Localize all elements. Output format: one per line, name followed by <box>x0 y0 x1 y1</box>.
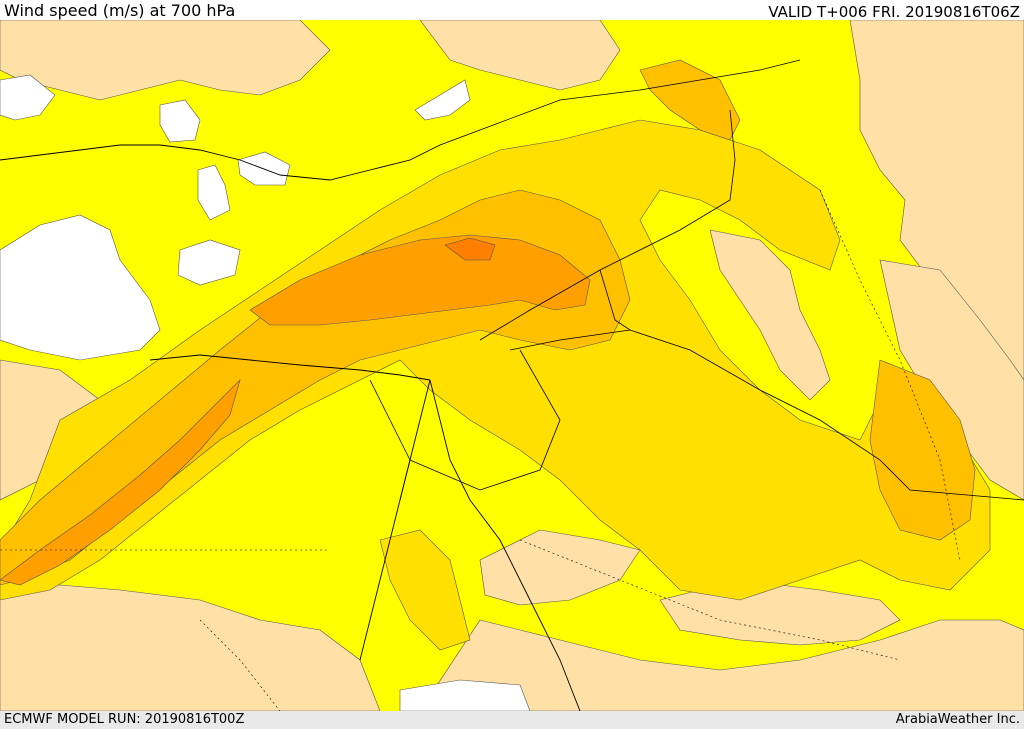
very-strong-wind-areas <box>0 234 591 586</box>
valid-time: VALID T+006 FRI. 20190816T06Z <box>768 3 1020 21</box>
model-run: ECMWF MODEL RUN: 20190816T00Z <box>4 712 245 727</box>
calm-areas <box>0 74 531 711</box>
country-borders <box>369 59 1024 501</box>
credit-label: ArabiaWeather Inc. <box>895 712 1020 727</box>
header-bar: Wind speed (m/s) at 700 hPa VALID T+006 … <box>0 0 1024 21</box>
wind-speed-map[interactable] <box>0 20 1024 711</box>
footer-bar: ECMWF MODEL RUN: 20190816T00Z ArabiaWeat… <box>0 711 1024 729</box>
peak-wind-area <box>444 237 496 261</box>
map-title: Wind speed (m/s) at 700 hPa <box>4 1 236 20</box>
coastlines <box>0 129 581 711</box>
dotted-boundaries <box>0 189 961 711</box>
